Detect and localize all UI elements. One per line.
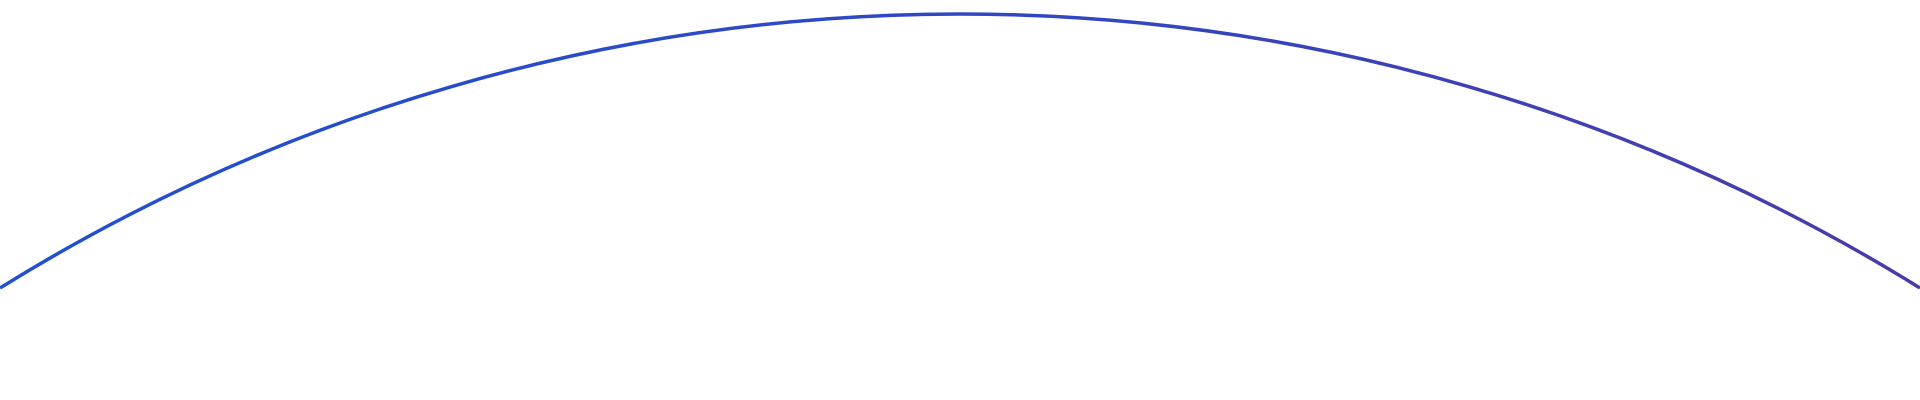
arc-stroke bbox=[0, 12, 1920, 290]
